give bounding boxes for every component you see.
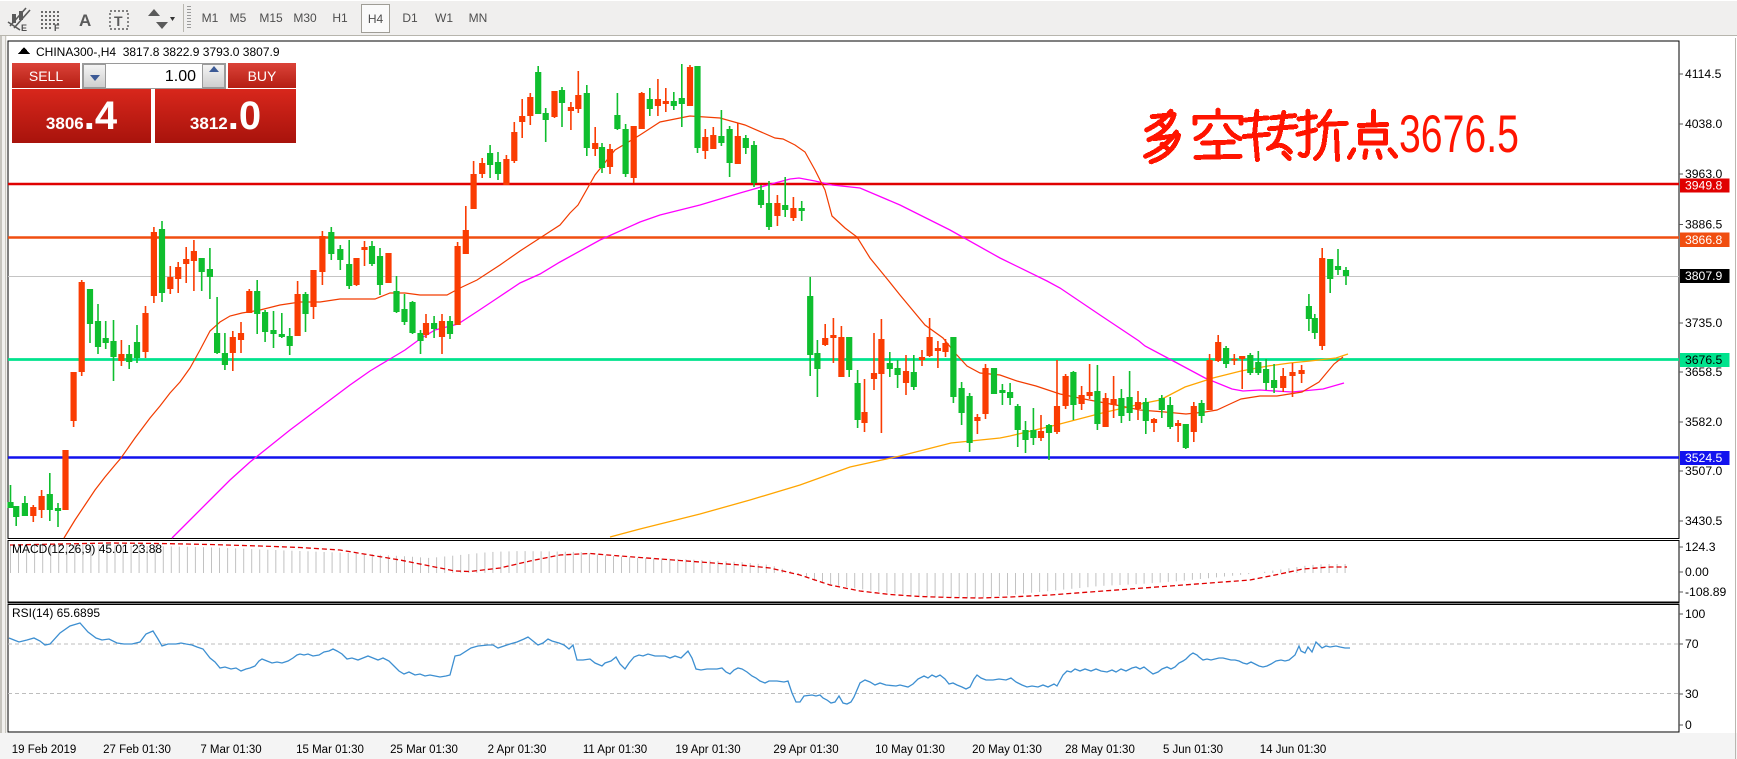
svg-text:3886.5: 3886.5 — [1685, 218, 1722, 232]
svg-text:MACD(12,26,9) 45.01 23.88: MACD(12,26,9) 45.01 23.88 — [12, 542, 162, 556]
svg-text:19 Feb 2019: 19 Feb 2019 — [12, 744, 77, 756]
svg-text:5 Jun 01:30: 5 Jun 01:30 — [1163, 744, 1223, 756]
svg-text:15 Mar 01:30: 15 Mar 01:30 — [296, 744, 364, 756]
svg-text:3524.5: 3524.5 — [1685, 451, 1722, 465]
svg-text:124.3: 124.3 — [1685, 540, 1716, 554]
svg-text:19 Apr 01:30: 19 Apr 01:30 — [675, 744, 740, 756]
svg-text:4038.0: 4038.0 — [1685, 117, 1722, 131]
svg-text:3949.8: 3949.8 — [1685, 179, 1722, 193]
svg-text:RSI(14) 65.6895: RSI(14) 65.6895 — [12, 606, 100, 620]
svg-text:3807.9: 3807.9 — [1685, 269, 1722, 283]
svg-text:A: A — [79, 11, 91, 30]
svg-text:E: E — [21, 23, 27, 33]
svg-text:CHINA300-,H4 3817.8 3822.9 37: CHINA300-,H4 3817.8 3822.9 3793.0 3807.9 — [36, 45, 280, 59]
svg-text:3658.5: 3658.5 — [1685, 365, 1722, 379]
svg-text:3676.5: 3676.5 — [1399, 104, 1519, 163]
svg-text:10 May 01:30: 10 May 01:30 — [875, 744, 945, 756]
svg-text:3507.0: 3507.0 — [1685, 464, 1722, 478]
svg-text:14 Jun 01:30: 14 Jun 01:30 — [1260, 744, 1327, 756]
svg-text:29 Apr 01:30: 29 Apr 01:30 — [773, 744, 838, 756]
svg-text:2 Apr 01:30: 2 Apr 01:30 — [488, 744, 547, 756]
svg-text:100: 100 — [1685, 607, 1706, 621]
svg-text:3676.5: 3676.5 — [1685, 353, 1722, 367]
svg-text:3430.5: 3430.5 — [1685, 514, 1722, 528]
svg-text:30: 30 — [1685, 687, 1699, 701]
svg-text:F: F — [54, 23, 60, 33]
svg-text:-108.89: -108.89 — [1685, 585, 1727, 599]
svg-text:3582.0: 3582.0 — [1685, 415, 1722, 429]
svg-text:4114.5: 4114.5 — [1685, 67, 1722, 81]
svg-text:0: 0 — [1685, 718, 1692, 732]
svg-text:3735.0: 3735.0 — [1685, 316, 1722, 330]
svg-text:7 Mar 01:30: 7 Mar 01:30 — [200, 744, 261, 756]
svg-text:27 Feb 01:30: 27 Feb 01:30 — [103, 744, 171, 756]
svg-text:25 Mar 01:30: 25 Mar 01:30 — [390, 744, 458, 756]
svg-text:20 May 01:30: 20 May 01:30 — [972, 744, 1042, 756]
svg-text:3866.8: 3866.8 — [1685, 233, 1722, 247]
svg-text:0.00: 0.00 — [1685, 565, 1709, 579]
svg-text:70: 70 — [1685, 637, 1699, 651]
svg-text:28 May 01:30: 28 May 01:30 — [1065, 744, 1135, 756]
svg-text:11 Apr 01:30: 11 Apr 01:30 — [583, 744, 647, 756]
svg-text:T: T — [114, 13, 123, 29]
svg-text:3963.0: 3963.0 — [1685, 167, 1722, 181]
